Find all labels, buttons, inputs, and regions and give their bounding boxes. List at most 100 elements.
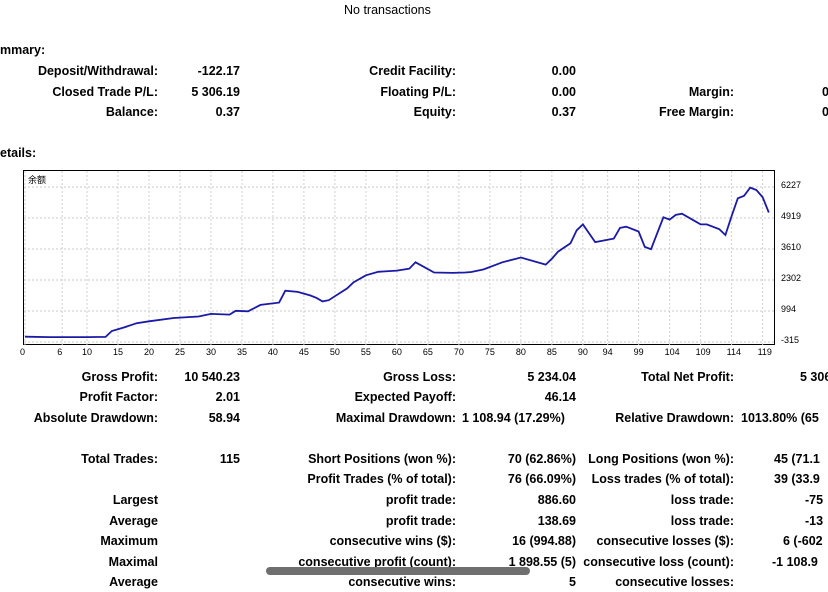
details-heading: etails: <box>0 146 37 160</box>
balance-chart: 余额 <box>23 170 776 346</box>
maximal-drawdown-label: Maximal Drawdown: <box>335 411 456 425</box>
margin-value: 0 <box>822 85 828 99</box>
total-net-profit-value: 5 306 <box>800 370 828 384</box>
x-tick-label: 20 <box>143 347 154 357</box>
largest-label: Largest <box>112 493 158 507</box>
total-net-profit-label: Total Net Profit: <box>641 370 734 384</box>
x-tick-label: 85 <box>546 347 557 357</box>
balance-value: 0.37 <box>215 105 240 119</box>
profit-trades-value: 76 (66.09%) <box>507 472 576 486</box>
y-tick-label: 2302 <box>781 272 802 283</box>
average-consecutive-label: Average <box>109 575 158 589</box>
x-tick-label: 75 <box>484 347 495 357</box>
x-tick-label: 109 <box>695 347 711 357</box>
largest-loss-value: -75 <box>805 493 824 507</box>
relative-drawdown-value: 1013.80% (65 <box>741 411 819 425</box>
balance-series-line <box>24 186 770 339</box>
x-tick-label: 50 <box>329 347 340 357</box>
average-profit-value: 138.69 <box>537 514 576 528</box>
x-tick-label: 104 <box>664 347 680 357</box>
max-consecutive-losses-label: consecutive losses ($): <box>596 534 734 548</box>
closed-trade-pl-value: 5 306.19 <box>191 85 240 99</box>
floating-pl-value: 0.00 <box>551 85 576 99</box>
free-margin-value: 0 <box>822 105 828 119</box>
loss-trades-value: 39 (33.9 <box>774 472 820 486</box>
profit-factor-value: 2.01 <box>215 390 240 404</box>
deposit-withdrawal-label: Deposit/Withdrawal: <box>37 64 158 78</box>
avg-consecutive-wins-value: 5 <box>569 575 576 589</box>
x-tick-label: 119 <box>757 347 772 357</box>
avg-consecutive-losses-label: consecutive losses: <box>615 575 734 589</box>
x-tick-label: 15 <box>112 347 123 357</box>
total-trades-value: 115 <box>219 452 240 466</box>
x-tick-label: 30 <box>205 347 216 357</box>
x-tick-label: 10 <box>81 347 92 357</box>
long-positions-label: Long Positions (won %): <box>588 452 734 466</box>
y-tick-label: 3610 <box>781 242 802 252</box>
y-tick-label: 4919 <box>781 210 802 221</box>
x-tick-label: 114 <box>726 347 741 357</box>
x-tick-label: 65 <box>422 347 433 357</box>
max-consecutive-wins-label: consecutive wins ($): <box>329 534 456 548</box>
average-label: Average <box>109 514 158 528</box>
maximal-consecutive-profit-value: 1 898.55 (5) <box>508 555 576 569</box>
equity-label: Equity: <box>413 105 456 119</box>
gross-loss-label: Gross Loss: <box>383 370 456 384</box>
balance-label: Balance: <box>105 105 158 119</box>
y-tick-label: 994 <box>781 303 797 314</box>
largest-loss-label: loss trade: <box>670 493 734 507</box>
credit-facility-value: 0.00 <box>551 64 576 78</box>
loss-trades-label: Loss trades (% of total): <box>591 472 734 486</box>
deposit-withdrawal-value: -122.17 <box>197 64 240 78</box>
credit-facility-label: Credit Facility: <box>369 64 456 78</box>
gross-profit-label: Gross Profit: <box>81 370 158 384</box>
x-tick-label: 94 <box>602 347 613 357</box>
absolute-drawdown-value: 58.94 <box>208 411 240 425</box>
free-margin-label: Free Margin: <box>658 105 734 119</box>
x-tick-label: 0 <box>20 347 26 357</box>
gross-loss-value: 5 234.04 <box>527 370 576 384</box>
largest-profit-value: 886.60 <box>537 493 576 507</box>
chart-plot-area <box>24 171 776 346</box>
x-tick-label: 70 <box>453 347 464 357</box>
average-loss-label: loss trade: <box>670 514 734 528</box>
average-profit-label: profit trade: <box>385 514 456 528</box>
maximum-label: Maximum <box>100 534 158 548</box>
x-tick-label: 60 <box>391 347 402 357</box>
maximal-drawdown-value: 1 108.94 (17.29%) <box>462 411 565 425</box>
x-tick-label: 99 <box>633 347 644 357</box>
max-consecutive-losses-value: 6 (-602 <box>783 534 823 548</box>
long-positions-value: 45 (71.1 <box>774 452 820 466</box>
largest-profit-label: profit trade: <box>385 493 456 507</box>
x-tick-label: 80 <box>515 347 526 357</box>
relative-drawdown-label: Relative Drawdown: <box>615 411 734 425</box>
max-consecutive-wins-value: 16 (994.88) <box>512 534 576 548</box>
x-tick-label: 40 <box>267 347 278 357</box>
y-tick-label: -315 <box>781 335 800 345</box>
floating-pl-label: Floating P/L: <box>380 85 456 99</box>
x-tick-label: 25 <box>174 347 185 357</box>
equity-value: 0.37 <box>551 105 576 119</box>
gross-profit-value: 10 540.23 <box>184 370 240 384</box>
profit-trades-label: Profit Trades (% of total): <box>307 472 456 486</box>
maximal-consecutive-loss-label: consecutive loss (count): <box>583 555 734 569</box>
maximal-label: Maximal <box>108 555 158 569</box>
no-transactions-text: No transactions <box>344 3 431 17</box>
horizontal-scrollbar[interactable] <box>266 567 530 575</box>
y-tick-label: 6227 <box>781 180 802 190</box>
x-tick-label: 90 <box>577 347 588 357</box>
margin-label: Margin: <box>688 85 734 99</box>
avg-consecutive-wins-label: consecutive wins: <box>348 575 456 589</box>
x-tick-label: 6 <box>57 347 63 357</box>
maximal-consecutive-loss-value: -1 108.9 <box>772 555 818 569</box>
average-loss-value: -13 <box>805 514 824 528</box>
x-tick-label: 35 <box>236 347 247 357</box>
profit-factor-label: Profit Factor: <box>79 390 158 404</box>
short-positions-label: Short Positions (won %): <box>308 452 456 466</box>
maximal-consecutive-profit-label: consecutive profit (count): <box>298 555 456 569</box>
expected-payoff-label: Expected Payoff: <box>354 390 456 404</box>
closed-trade-pl-label: Closed Trade P/L: <box>52 85 158 99</box>
summary-heading: mmary: <box>0 43 46 57</box>
short-positions-value: 70 (62.86%) <box>507 452 576 466</box>
chart-title: 余额 <box>28 175 47 185</box>
